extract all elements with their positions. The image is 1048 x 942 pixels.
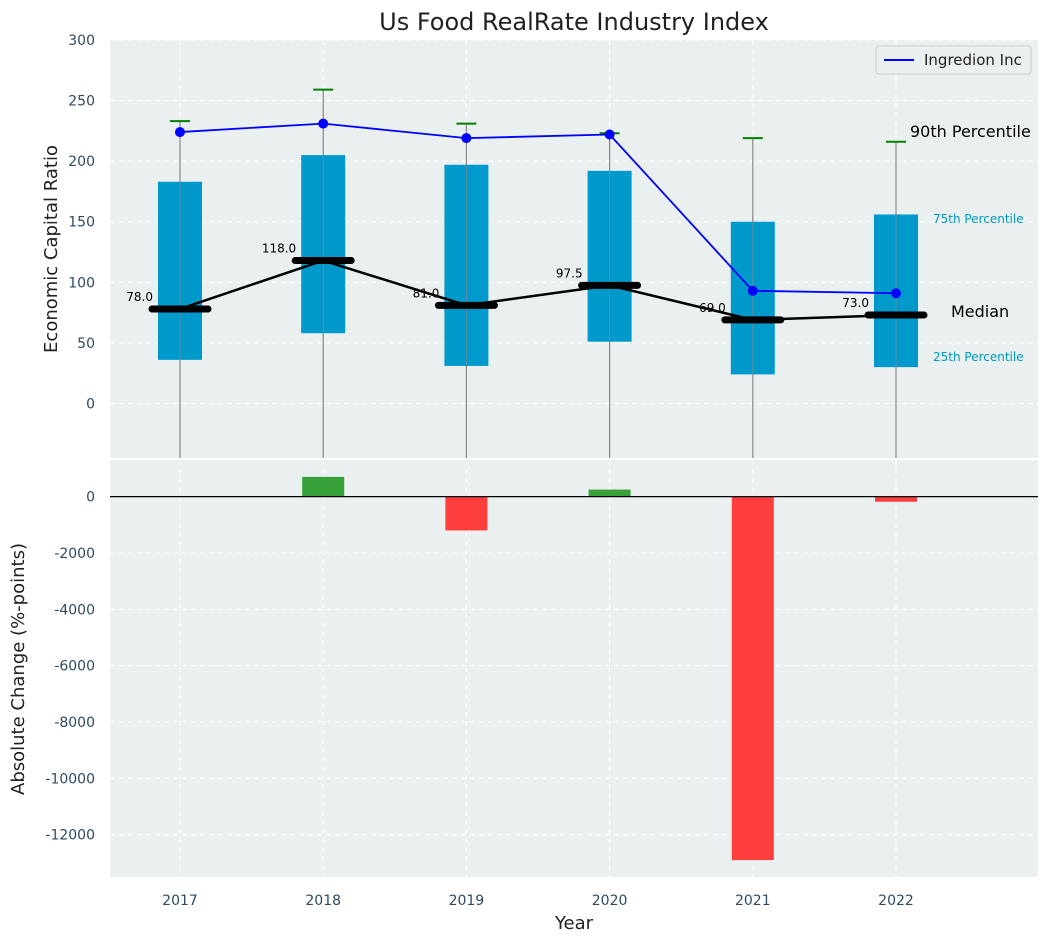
bottom-grid <box>110 460 1038 877</box>
p75-annotation: 75th Percentile <box>933 212 1024 226</box>
top-y-tick-label: 0 <box>86 396 95 412</box>
median-value-label: 78.0 <box>126 290 153 304</box>
x-tick-label: 2022 <box>878 893 914 909</box>
bottom-y-tick-label: -6000 <box>54 659 95 675</box>
top-y-tick-label: 200 <box>68 154 95 170</box>
bottom-y-tick-label: -8000 <box>54 715 95 731</box>
top-y-tick-label: 100 <box>68 275 95 291</box>
change-bar <box>445 496 488 531</box>
bottom-y-tick-label: -4000 <box>54 602 95 618</box>
x-tick-label: 2017 <box>162 893 198 909</box>
bottom-y-tick-label: -2000 <box>54 546 95 562</box>
series-line-ingredion <box>179 122 897 295</box>
median-value-label: 97.5 <box>556 266 583 280</box>
p90-annotation: 90th Percentile <box>910 122 1031 141</box>
x-tick-label: 2020 <box>592 893 628 909</box>
series-point-ingredion <box>318 118 329 129</box>
bottom-y-tick-label: -12000 <box>45 828 95 844</box>
median-value-label: 73.0 <box>842 296 869 310</box>
top-y-axis-label: Economic Capital Ratio <box>41 145 62 353</box>
median-value-label: 81.0 <box>413 286 440 300</box>
x-tick-label: 2018 <box>305 893 341 909</box>
bottom-y-tick-label: 0 <box>86 490 95 506</box>
bottom-marks <box>110 476 1038 861</box>
median-value-label: 69.0 <box>699 301 726 315</box>
p25-annotation: 25th Percentile <box>933 350 1024 364</box>
top-y-tick-label: 150 <box>68 215 95 231</box>
top-y-tick-label: 250 <box>68 94 95 110</box>
chart-title: Us Food RealRate Industry Index <box>379 8 769 36</box>
change-bar <box>731 496 774 861</box>
x-tick-label: 2021 <box>735 893 771 909</box>
x-tick-label: 2019 <box>449 893 485 909</box>
change-bar <box>875 496 917 502</box>
series-point-ingredion <box>175 127 185 138</box>
series-point-ingredion <box>604 129 615 140</box>
median-value-label: 118.0 <box>262 242 296 256</box>
x-axis-label: Year <box>554 913 594 934</box>
change-bar <box>588 489 631 497</box>
bottom-plot-area <box>110 460 1038 877</box>
change-bar <box>302 476 345 497</box>
series-point-ingredion <box>747 285 758 296</box>
legend-label-ingredion: Ingredion Inc <box>924 51 1022 69</box>
legend: Ingredion Inc <box>875 45 1032 75</box>
top-marks: 78.0 118.0 81.0 97.5 69.0 73.0 <box>126 88 928 458</box>
series-point-ingredion <box>891 288 901 299</box>
bottom-y-axis-label: Absolute Change (%-points) <box>8 543 29 795</box>
median-annotation: Median <box>951 302 1009 321</box>
bottom-y-tick-label: -10000 <box>45 771 95 787</box>
series-point-ingredion <box>461 133 472 144</box>
top-y-tick-label: 50 <box>77 336 95 352</box>
top-y-tick-label: 300 <box>68 33 95 49</box>
legend-box <box>875 45 1032 75</box>
